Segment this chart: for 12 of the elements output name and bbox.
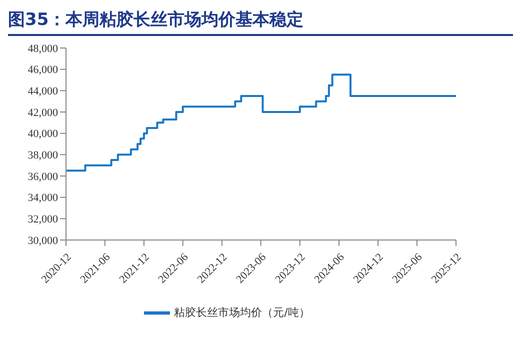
y-tick-label: 42,000 bbox=[28, 106, 58, 119]
y-tick-label: 32,000 bbox=[28, 214, 58, 226]
y-tick-label: 44,000 bbox=[28, 86, 58, 98]
y-tick-label: 48,000 bbox=[28, 42, 58, 55]
y-tick-label: 30,000 bbox=[28, 234, 58, 247]
y-tick-label: 38,000 bbox=[28, 150, 58, 162]
chart-title: 图35：本周粘胶长丝市场均价基本稳定 bbox=[8, 8, 513, 36]
y-tick-label: 36,000 bbox=[28, 170, 58, 183]
y-tick-label: 34,000 bbox=[28, 192, 58, 204]
y-tick-label: 40,000 bbox=[28, 128, 58, 140]
legend-label: 粘胶长丝市场均价（元/吨） bbox=[174, 306, 310, 320]
y-tick-label: 46,000 bbox=[28, 64, 58, 76]
